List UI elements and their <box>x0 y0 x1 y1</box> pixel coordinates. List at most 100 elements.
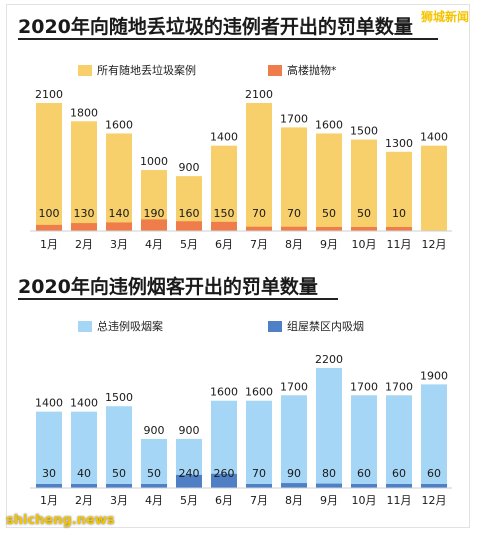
chart2-tick-0: 1月 <box>40 494 58 507</box>
watermark-top: 狮城新闻 <box>420 10 469 24</box>
chart1-legend-swatch-1 <box>268 64 282 76</box>
chart1-bar-sub-5 <box>211 221 237 231</box>
chart1-tick-2: 3月 <box>110 238 128 251</box>
chart1-tick-6: 7月 <box>250 238 268 251</box>
chart2-legend-label-1: 组屋禁区内吸烟 <box>287 320 364 333</box>
chart2-label-total-5: 1600 <box>210 386 238 399</box>
chart2-tick-8: 9月 <box>320 494 338 507</box>
chart1-bar-total-0 <box>36 103 62 231</box>
chart1-legend-item-1: 高楼抛物* <box>268 62 337 78</box>
chart2-tick-10: 11月 <box>387 494 412 507</box>
chart1-label-total-11: 1400 <box>420 131 448 144</box>
chart2-title-underline <box>18 298 338 300</box>
chart2-label-sub-3: 50 <box>147 467 161 480</box>
chart2-label-total-6: 1600 <box>245 386 273 399</box>
chart2-bar-sub-0 <box>36 484 62 488</box>
chart2-legend-swatch-1 <box>268 320 282 332</box>
chart1-tick-7: 8月 <box>285 238 303 251</box>
chart1-bar-sub-0 <box>36 224 62 231</box>
chart2-bar-total-10 <box>386 395 412 488</box>
chart1-bar-sub-6 <box>246 226 272 231</box>
chart1-tick-9: 10月 <box>352 238 377 251</box>
chart1-bar-total-7 <box>281 127 307 231</box>
chart1-label-sub-7: 70 <box>287 207 301 220</box>
chart2-bar-sub-2 <box>106 484 132 488</box>
chart2-bar-sub-3 <box>141 484 167 488</box>
chart1-bar-total-2 <box>106 133 132 231</box>
chart1-label-sub-6: 70 <box>252 207 266 220</box>
chart1-label-total-1: 1800 <box>70 106 98 119</box>
chart2-label-sub-5: 260 <box>214 467 235 480</box>
chart2-legend-item-0: 总违例吸烟案 <box>78 318 163 334</box>
chart2-bar-total-1 <box>71 411 97 488</box>
chart2-tick-1: 2月 <box>75 494 93 507</box>
chart1-bar-sub-4 <box>176 221 202 231</box>
chart1-bar-sub-9 <box>351 227 377 231</box>
watermark-bottom: shicheng.news <box>6 513 115 528</box>
chart2-bar-sub-9 <box>351 484 377 488</box>
chart2-label-total-1: 1400 <box>70 397 98 410</box>
chart2-label-sub-11: 60 <box>427 467 441 480</box>
chart2-tick-5: 6月 <box>215 494 233 507</box>
chart2-label-total-7: 1700 <box>280 380 308 393</box>
chart2-label-sub-7: 90 <box>287 467 301 480</box>
chart1-label-sub-4: 160 <box>179 207 200 220</box>
chart2-bar-sub-7 <box>281 483 307 488</box>
chart1-bar-total-5 <box>211 145 237 231</box>
chart2-bar-total-6 <box>246 400 272 488</box>
chart2-label-total-8: 2200 <box>315 353 343 366</box>
chart1-label-sub-2: 140 <box>109 207 130 220</box>
chart2-label-total-11: 1900 <box>420 369 448 382</box>
chart2-legend-item-1: 组屋禁区内吸烟 <box>268 318 364 334</box>
chart1-legend-label-0: 所有随地丢垃圾案例 <box>97 64 196 77</box>
chart1-label-sub-1: 130 <box>74 207 95 220</box>
chart1-tick-5: 6月 <box>215 238 233 251</box>
chart2-bar-total-9 <box>351 395 377 488</box>
chart2-bar-sub-4 <box>176 474 202 488</box>
chart1-tick-8: 9月 <box>320 238 338 251</box>
chart1-label-total-7: 1700 <box>280 112 308 125</box>
chart2-tick-7: 8月 <box>285 494 303 507</box>
chart1-legend-label-1: 高楼抛物* <box>287 64 337 77</box>
chart1-label-sub-5: 150 <box>214 207 235 220</box>
chart2-bar-total-3 <box>141 438 167 488</box>
chart1-bar-total-1 <box>71 121 97 231</box>
chart2-label-sub-4: 240 <box>179 467 200 480</box>
chart2-bar-total-0 <box>36 411 62 488</box>
chart2-label-sub-10: 60 <box>392 467 406 480</box>
chart1-bar-sub-2 <box>106 222 132 231</box>
chart1-label-total-3: 1000 <box>140 155 168 168</box>
chart1-bar-sub-8 <box>316 227 342 231</box>
chart1-tick-11: 12月 <box>422 238 447 251</box>
chart1-bar-sub-7 <box>281 226 307 231</box>
chart2-tick-2: 3月 <box>110 494 128 507</box>
chart2-label-total-4: 900 <box>179 424 200 437</box>
chart1-bar-sub-1 <box>71 223 97 231</box>
chart1-label-sub-9: 50 <box>357 207 371 220</box>
chart1-label-sub-10: 10 <box>392 207 406 220</box>
chart2-label-total-10: 1700 <box>385 380 413 393</box>
chart1-tick-0: 1月 <box>40 238 58 251</box>
chart1-label-sub-3: 190 <box>144 207 165 220</box>
chart1-bar-sub-3 <box>141 219 167 231</box>
chart2-tick-9: 10月 <box>352 494 377 507</box>
chart2-tick-11: 12月 <box>422 494 447 507</box>
chart1-tick-1: 2月 <box>75 238 93 251</box>
chart1-label-total-5: 1400 <box>210 131 238 144</box>
chart2-title: 2020年向违例烟客开出的罚单数量 <box>18 276 318 298</box>
chart1-tick-10: 11月 <box>387 238 412 251</box>
chart2-bar-sub-8 <box>316 483 342 488</box>
chart2-bar-sub-10 <box>386 484 412 488</box>
chart2-label-sub-8: 80 <box>322 467 336 480</box>
chart2-bar-sub-11 <box>421 484 447 488</box>
chart2-label-total-3: 900 <box>144 424 165 437</box>
chart1-bar-total-6 <box>246 103 272 231</box>
chart1-label-total-0: 2100 <box>35 88 63 101</box>
chart1-title: 2020年向随地丢垃圾的违例者开出的罚单数量 <box>18 16 413 38</box>
chart2-bar-total-2 <box>106 406 132 488</box>
chart2-label-sub-0: 30 <box>42 467 56 480</box>
chart2-label-total-9: 1700 <box>350 380 378 393</box>
chart1-label-total-10: 1300 <box>385 137 413 150</box>
chart1-bar-total-11 <box>421 145 447 231</box>
